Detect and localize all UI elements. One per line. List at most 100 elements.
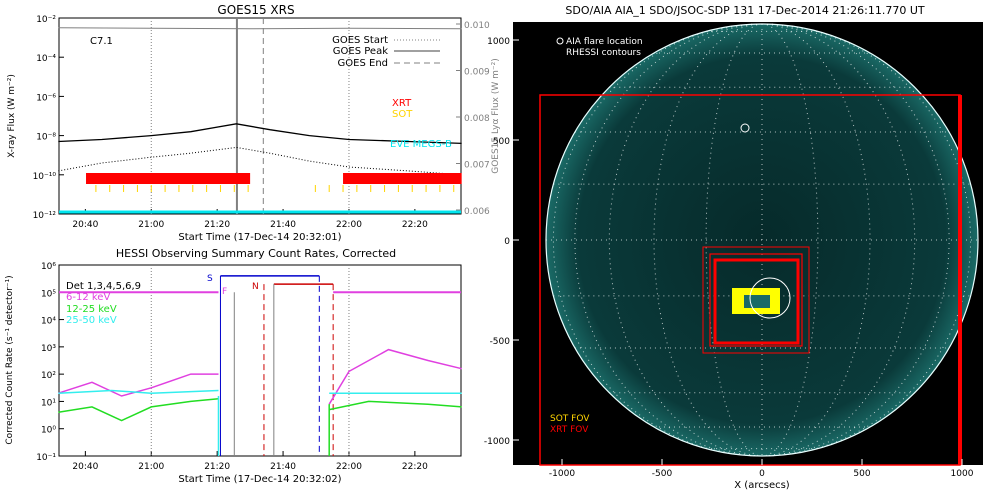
goes-y-tick-label: 10⁻² [36,15,56,25]
goes-title: GOES15 XRS [217,3,294,17]
goes-axes-frame [58,17,462,215]
aia-y-tick-label: -1000 [484,437,510,447]
hessi-y-tick-label: 10³ [41,344,56,354]
hessi-y-tick-label: 10¹ [41,398,56,408]
aia-xlabel: X (arcsecs) [734,480,790,491]
goes-y-tick-label: 10⁻¹² [33,211,57,221]
goes-y-tick-label: 10⁻⁸ [36,133,56,143]
hessi-legend-25-50: 25-50 keV [66,315,117,326]
goes-marks [58,18,462,214]
goes-y-ticks-right: 0.006 0.007 0.008 0.009 0.010 [456,21,490,217]
hessi-x-ticks: 20:40 21:00 21:20 21:40 22:00 22:20 [72,451,428,472]
hessi-legend-12-25: 12-25 keV [66,304,117,315]
hessi-x-tick-label: 22:20 [402,462,428,472]
aia-legend-flare: AIA flare location [566,37,643,47]
hessi-y-tick-label: 10⁰ [41,426,56,436]
hessi-marks [58,265,462,456]
aia-legend-circle-icon [556,37,564,45]
hessi-x-tick-label: 21:40 [270,462,296,472]
hessi-marker-f: F [222,287,227,297]
aia-xrt-fov-label: XRT FOV [550,425,589,435]
goes-y-tick-label: 10⁻¹⁰ [33,172,57,182]
aia-title: SDO/AIA AIA_1 SDO/JSOC-SDP 131 17-Dec-20… [565,4,924,17]
aia-x-tick-label: -500 [652,469,673,479]
aia-x-tick-label: -1000 [549,469,575,479]
hessi-series-line [58,348,462,405]
hessi-y-tick-label: 10⁴ [41,317,56,327]
goes-xrt-coverage-bar [343,173,462,184]
hessi-marker-s: S [207,274,213,284]
hessi-axes-frame [58,264,462,457]
hessi-series-line [58,389,462,394]
aia-sot-fov-label: SOT FOV [550,414,590,424]
sun-longitude-line [761,23,972,457]
goes-series-line [58,27,462,30]
aia-x-tick-label: 0 [759,469,765,479]
goes-series-line [58,123,462,145]
goes-eve-label: EVE MEGS-B [390,139,452,150]
xrt-fov-box-2 [709,253,803,347]
hessi-panel: HESSI Observing Summary Count Rates, Cor… [5,247,462,485]
goes-legend-end: GOES End [338,58,388,69]
goes-y-ticks: 10⁻¹² 10⁻¹⁰ 10⁻⁸ 10⁻⁶ 10⁻⁴ 10⁻² [33,15,64,221]
aia-y-ticks: -1000 -500 0 500 1000 [484,37,519,447]
aia-legend-rhessi: RHESSI contours [566,48,641,58]
goes-y-tick-label: 10⁻⁶ [36,93,56,103]
goes-y-tick-right-label: 0.006 [464,207,490,217]
goes-y-tick-right-label: 0.009 [464,68,490,78]
goes-xlabel: Start Time (17-Dec-14 20:32:01) [178,232,341,243]
aia-y-tick-label: 500 [493,137,510,147]
aia-x-tick-label: 500 [853,469,870,479]
aia-flare-location-marker [740,123,750,133]
hessi-x-tick-label: 22:00 [336,462,362,472]
sun-lat-lon-grid [546,23,978,457]
hessi-legend-6-12: 6-12 keV [66,292,110,303]
hessi-y-tick-label: 10⁻¹ [36,453,56,463]
goes-x-tick-label: 21:40 [270,220,296,230]
xrt-fov-medium [702,246,810,354]
goes-legend-start: GOES Start [332,35,388,46]
goes-x-tick-label: 20:40 [72,220,98,230]
goes-x-tick-label: 21:00 [138,220,164,230]
aia-y-tick-label: -500 [490,337,511,347]
goes-panel: GOES15 XRS 10⁻¹² 10⁻¹⁰ 10⁻⁸ 10⁻⁶ 10⁻⁴ 10⁻² 0.… [7,3,501,243]
hessi-legend-det: Det 1,3,4,5,6,9 [66,281,141,292]
goes-y-tick-right-label: 0.010 [464,21,490,31]
hessi-title: HESSI Observing Summary Count Rates, Cor… [116,247,396,260]
hessi-x-tick-label: 21:00 [138,462,164,472]
xrt-fov-small [713,258,800,345]
hessi-x-tick-label: 20:40 [72,462,98,472]
hessi-series-line [58,397,462,422]
goes-class-label: C7.1 [90,36,113,47]
goes-x-tick-label: 22:20 [402,220,428,230]
goes-y-tick-right-label: 0.008 [464,114,490,124]
xrt-fov-edge [958,95,962,465]
goes-sot-label: SOT [392,109,413,120]
sot-fov-inner [744,295,770,308]
goes-legend-peak: GOES Peak [333,46,388,57]
aia-y-tick-label: 0 [504,237,510,247]
goes-ylabel: X-ray Flux (W m⁻²) [7,74,17,158]
aia-y-tick-label: 1000 [487,37,510,47]
goes-series-line [58,146,462,176]
sun-longitude-line [552,23,763,457]
rhessi-contour [749,277,791,319]
hessi-x-tick-label: 21:20 [204,462,230,472]
goes-xrt-label: XRT [392,98,412,109]
hessi-y-ticks: 10⁻¹ 10⁰ 10¹ 10² 10³ 10⁴ 10⁵ 10⁶ [36,262,64,463]
aia-panel: SDO/AIA AIA_1 SDO/JSOC-SDP 131 17-Dec-20… [484,4,983,491]
hessi-y-tick-label: 10² [41,371,56,381]
hessi-y-tick-label: 10⁶ [41,262,56,272]
goes-ylabel-right: GOES15 Lyα Flux (W m⁻²) [491,58,501,174]
goes-x-tick-label: 22:00 [336,220,362,230]
goes-xrt-coverage-bar [86,173,251,184]
aia-x-tick-label: 1000 [951,469,974,479]
aia-x-ticks: -1000 -500 0 500 1000 [549,459,974,479]
hessi-y-tick-label: 10⁵ [41,289,56,299]
sun-limb [545,23,979,457]
hessi-xlabel: Start Time (17-Dec-14 20:32:02) [178,474,341,485]
goes-y-tick-right-label: 0.007 [464,161,490,171]
goes-x-tick-label: 21:20 [204,220,230,230]
